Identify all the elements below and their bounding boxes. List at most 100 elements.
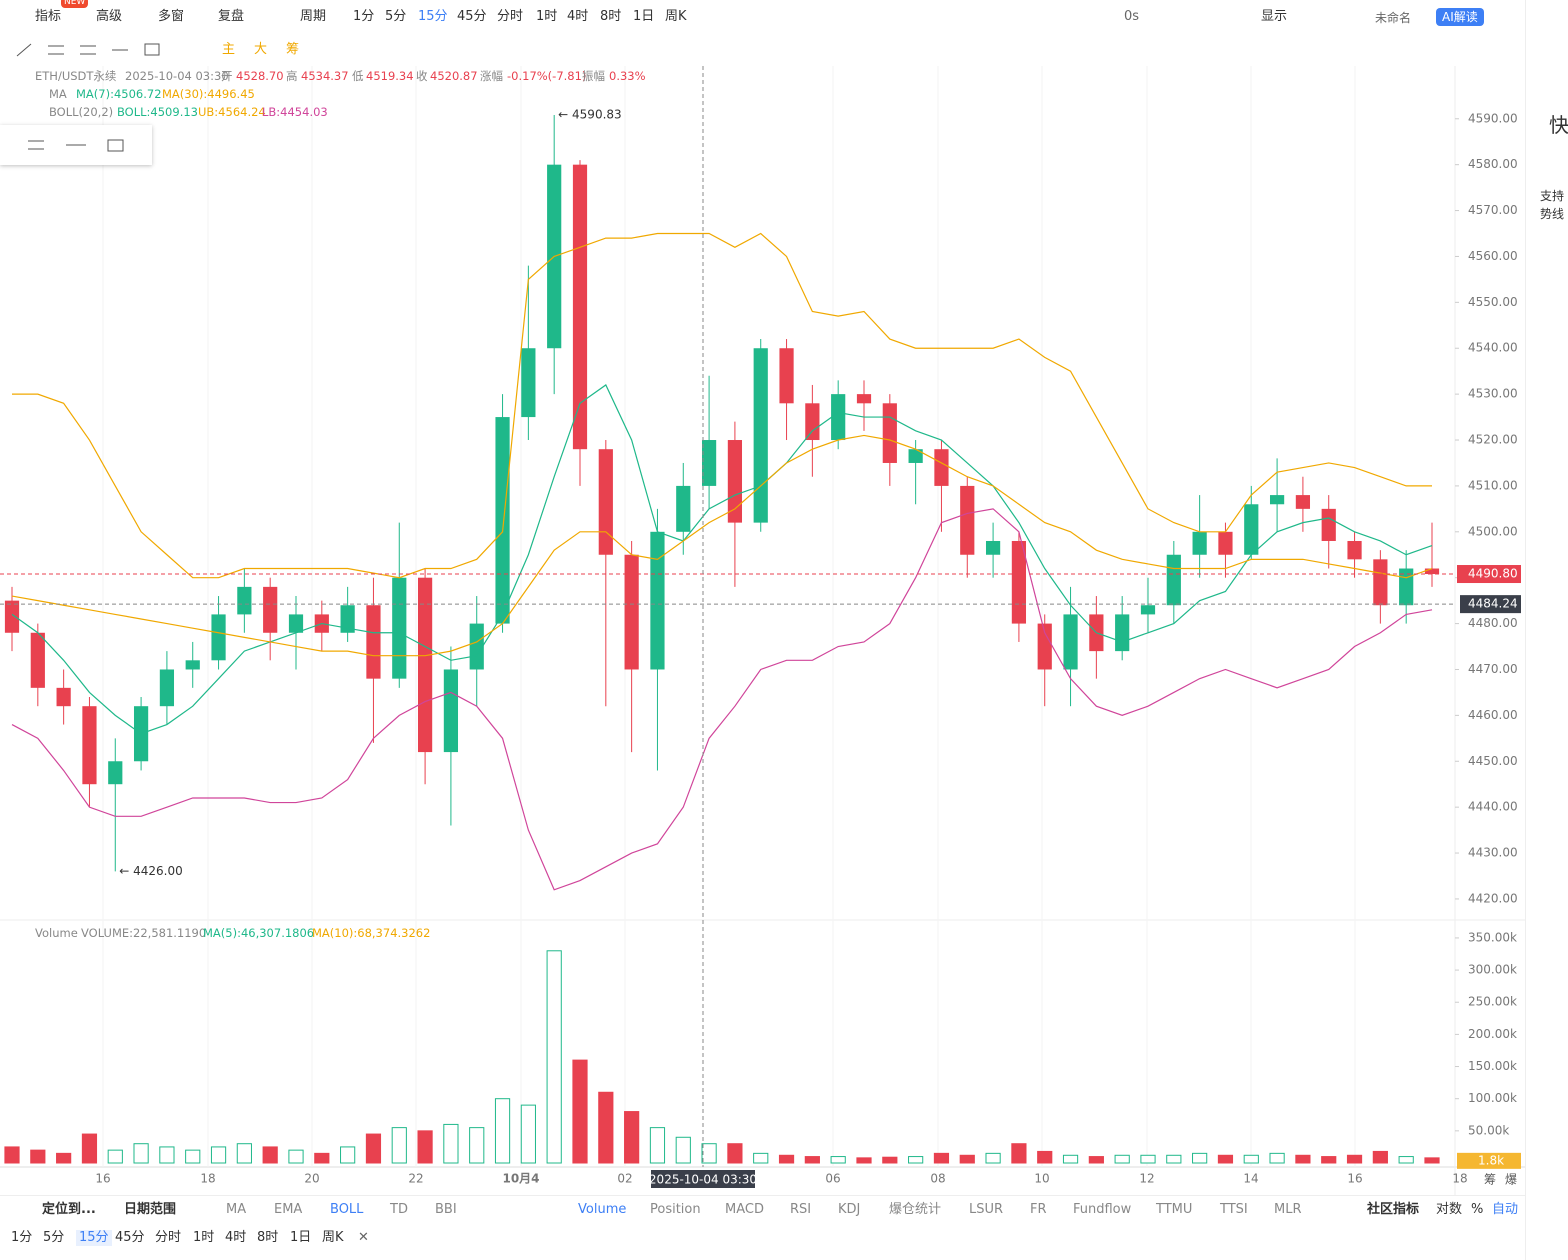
display-btn[interactable]: 显示: [1261, 9, 1288, 24]
period-option[interactable]: 分时: [497, 9, 524, 24]
close-icon[interactable]: ✕: [358, 1230, 369, 1245]
period-btn[interactable]: 周期: [300, 9, 327, 24]
period-option[interactable]: 1时: [536, 9, 558, 24]
candle-body: [701, 440, 717, 486]
y-tick-label: 4450.00: [1468, 754, 1518, 768]
auto[interactable]: 自动: [1492, 1202, 1519, 1217]
period-option[interactable]: 8时: [600, 9, 622, 24]
date-range[interactable]: 日期范围: [124, 1202, 177, 1217]
period-option[interactable]: 1分: [353, 9, 375, 24]
y-tick-label: 4470.00: [1468, 662, 1518, 676]
multi-btn[interactable]: 多窗: [158, 9, 185, 24]
sub-indicator[interactable]: FR: [1030, 1202, 1047, 1217]
volume-bar: [1372, 1150, 1388, 1164]
ma30: MA(30):4496.45: [162, 87, 255, 101]
y-tick-label: 4430.00: [1468, 846, 1518, 860]
period-option[interactable]: 4时: [225, 1230, 247, 1245]
replay-btn[interactable]: 复盘: [218, 9, 245, 24]
main-indicator[interactable]: TD: [390, 1202, 408, 1217]
sub-indicator[interactable]: Position: [650, 1202, 701, 1217]
candle-body: [366, 605, 381, 679]
sub-indicator[interactable]: TTSI: [1220, 1202, 1248, 1217]
y-tick-label: 4540.00: [1468, 341, 1518, 355]
volume-bar: [572, 1059, 588, 1164]
period-option[interactable]: 1日: [633, 9, 655, 24]
candle-body: [1347, 540, 1362, 560]
period-option[interactable]: 45分: [115, 1230, 145, 1245]
y-tick-label: 4530.00: [1468, 387, 1518, 401]
indicator-line: [12, 232, 1432, 579]
candle-body: [237, 586, 252, 615]
main-indicator[interactable]: BOLL: [330, 1202, 364, 1217]
period-option[interactable]: 8时: [257, 1230, 279, 1245]
candle-body: [805, 403, 820, 441]
locate[interactable]: 定位到...: [42, 1202, 96, 1217]
volume-bar: [159, 1146, 175, 1164]
sub-indicator[interactable]: 爆仓统计: [889, 1202, 942, 1217]
log[interactable]: 对数: [1436, 1202, 1463, 1217]
period-option[interactable]: 45分: [457, 9, 487, 24]
vol-tick-label: 250.00k: [1468, 995, 1517, 1009]
advanced-btn[interactable]: 高级: [96, 9, 123, 24]
volume-bar: [830, 1156, 846, 1164]
main-indicator[interactable]: BBI: [435, 1202, 457, 1217]
chip-tool[interactable]: 筹: [286, 42, 300, 57]
volume-bar: [1243, 1154, 1259, 1164]
timer: 0s: [1124, 9, 1140, 24]
x-tick-label: 20: [304, 1172, 319, 1186]
x-tick-label: 08: [930, 1172, 945, 1186]
candle-body: [263, 586, 278, 633]
period-option[interactable]: 5分: [43, 1230, 65, 1245]
period-option[interactable]: 周K: [665, 9, 687, 24]
x-tick-label: 06: [825, 1172, 840, 1186]
period-option[interactable]: 周K: [322, 1230, 344, 1245]
main-tool[interactable]: 主: [222, 42, 236, 57]
candle-body: [1424, 568, 1440, 575]
sub-indicator[interactable]: RSI: [790, 1202, 812, 1217]
floating-icons: [28, 139, 124, 152]
period-option[interactable]: 1日: [290, 1230, 312, 1245]
vol-tick-label: 150.00k: [1468, 1059, 1517, 1073]
volume-bar: [185, 1149, 201, 1164]
volume-bar: [675, 1136, 691, 1164]
volume-bar: [210, 1146, 227, 1164]
volume-bar: [81, 1133, 98, 1164]
period-option[interactable]: 分时: [155, 1230, 182, 1245]
big-tool[interactable]: 大: [254, 42, 268, 57]
sub-indicator[interactable]: TTMU: [1156, 1202, 1193, 1217]
y-tick-label: 4580.00: [1468, 157, 1518, 171]
period-option[interactable]: 15分: [76, 1230, 112, 1246]
indicator-line: [11, 508, 1433, 891]
candle-body: [1037, 623, 1052, 670]
candle-body: [108, 761, 123, 785]
main-indicator[interactable]: EMA: [274, 1202, 303, 1217]
community[interactable]: 社区指标: [1367, 1202, 1420, 1217]
indicator-btn[interactable]: 指标: [35, 9, 62, 24]
volume-bar: [520, 1104, 536, 1164]
ai-btn[interactable]: AI解读: [1436, 8, 1484, 26]
volume-bar: [133, 1143, 149, 1164]
sub-indicator[interactable]: LSUR: [969, 1202, 1004, 1217]
period-option[interactable]: 5分: [385, 9, 407, 24]
period-option[interactable]: 4时: [567, 9, 589, 24]
low-label: 低: [352, 69, 364, 83]
period-option[interactable]: 15分: [418, 9, 448, 24]
sub-indicator[interactable]: Volume: [578, 1202, 627, 1217]
candle-body: [727, 440, 743, 523]
volume-bar: [469, 1127, 485, 1164]
sub-indicator[interactable]: Fundflow: [1073, 1202, 1132, 1217]
layout-name[interactable]: 未命名: [1375, 11, 1412, 25]
volume-bar: [288, 1149, 304, 1164]
sub-indicator[interactable]: KDJ: [838, 1202, 861, 1217]
volume-bar: [56, 1152, 72, 1164]
period-option[interactable]: 1分: [11, 1230, 33, 1245]
sub-indicator[interactable]: MACD: [725, 1202, 764, 1217]
price-label: 4490.80: [1468, 567, 1518, 581]
sub-indicator[interactable]: MLR: [1274, 1202, 1302, 1217]
volume-bar: [1114, 1154, 1130, 1164]
pct[interactable]: %: [1471, 1202, 1484, 1217]
y-tick-label: 4590.00: [1468, 111, 1518, 125]
vol-tick-label: 100.00k: [1468, 1091, 1517, 1105]
main-indicator[interactable]: MA: [226, 1202, 247, 1217]
period-option[interactable]: 1时: [193, 1230, 215, 1245]
